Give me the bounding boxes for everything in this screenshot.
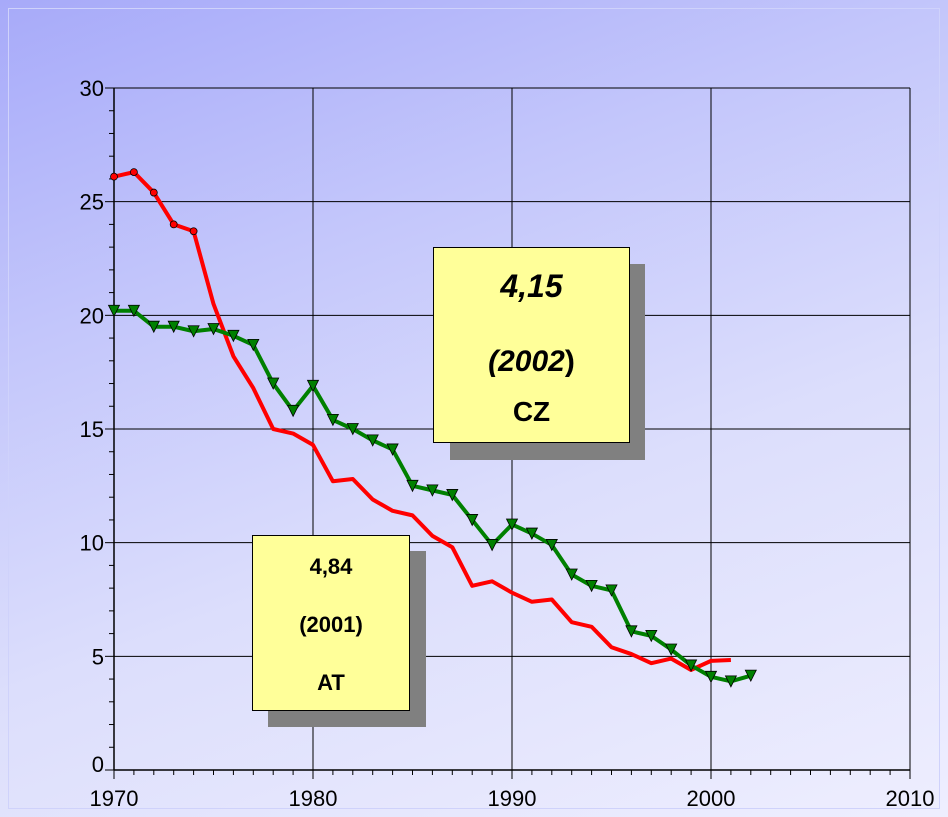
series-1-point-1990 bbox=[505, 518, 519, 531]
series-1-point-1991 bbox=[525, 527, 539, 540]
y-tick-label-25: 25 bbox=[80, 190, 104, 215]
series-1-point-1976 bbox=[227, 329, 240, 343]
series-1-point-1997 bbox=[645, 629, 658, 643]
y-tick-label-0: 0 bbox=[92, 752, 104, 777]
series-1-point-1970 bbox=[107, 304, 121, 318]
series-0-point-1973 bbox=[169, 220, 178, 229]
series-1-point-1977 bbox=[247, 338, 260, 352]
callout-cz-value: 4,15 bbox=[500, 268, 563, 304]
series-1-point-2002 bbox=[744, 669, 757, 683]
series-1-point-1989 bbox=[485, 539, 499, 552]
y-tick-label-5: 5 bbox=[92, 644, 104, 669]
series-1-point-1983 bbox=[366, 434, 379, 447]
series-0-point-1974 bbox=[189, 227, 198, 236]
series-1-point-1973 bbox=[167, 320, 180, 334]
data-series bbox=[107, 168, 757, 688]
grid-lines bbox=[114, 87, 911, 770]
y-tick-label-30: 30 bbox=[80, 76, 104, 101]
series-1-point-2001 bbox=[724, 675, 738, 688]
y-tick-label-15: 15 bbox=[80, 417, 104, 442]
callout-cz-country: CZ bbox=[512, 396, 551, 427]
callout-at-box: 4,84 (2001) AT bbox=[252, 535, 410, 711]
series-1-point-1971 bbox=[127, 304, 141, 318]
series-1-point-1988 bbox=[466, 514, 479, 527]
x-tick-label-1970: 1970 bbox=[90, 786, 139, 811]
series-1-point-1999 bbox=[684, 659, 698, 672]
x-tick-label-2000: 2000 bbox=[687, 786, 736, 811]
series-0-point-1970 bbox=[110, 172, 118, 181]
series-1-point-1986 bbox=[426, 484, 439, 497]
series-0-line bbox=[113, 170, 731, 672]
series-1-point-1984 bbox=[386, 443, 399, 456]
callout-at-year: (2001) bbox=[299, 612, 363, 637]
tick-labels: 0 5 10 15 20 25 30 1970 1980 1990 2000 2010 bbox=[80, 76, 935, 811]
series-1-point-1993 bbox=[565, 568, 578, 581]
x-tick-label-1980: 1980 bbox=[289, 786, 338, 811]
slide-frame bbox=[8, 8, 940, 809]
callout-cz-year-close: ) bbox=[564, 345, 575, 378]
callout-cz-year: (2002) bbox=[434, 345, 629, 379]
series-1-point-1978 bbox=[267, 377, 280, 390]
series-1-point-2000 bbox=[704, 670, 718, 684]
callout-cz-year-open: (2002 bbox=[488, 345, 565, 378]
series-1-point-1996 bbox=[625, 625, 638, 638]
series-1-point-1974 bbox=[187, 325, 200, 338]
y-tick-label-10: 10 bbox=[80, 531, 104, 556]
series-1-point-1994 bbox=[585, 579, 598, 593]
series-1-point-1982 bbox=[346, 423, 359, 436]
series-1-point-1992 bbox=[545, 539, 558, 552]
callout-at-value: 4,84 bbox=[309, 554, 353, 579]
series-1-point-1980 bbox=[306, 379, 320, 393]
x-tick-label-1990: 1990 bbox=[488, 786, 537, 811]
series-1-point-1981 bbox=[326, 414, 340, 427]
series-0-point-1971 bbox=[129, 168, 138, 177]
series-1-point-1987 bbox=[446, 489, 459, 502]
x-tick-label-2010: 2010 bbox=[886, 786, 935, 811]
callout-cz-box: 4,15 (2002) CZ bbox=[433, 247, 630, 443]
series-1-point-1998 bbox=[665, 643, 678, 656]
series-1-point-1972 bbox=[147, 320, 160, 334]
callout-at-country: AT bbox=[317, 670, 345, 695]
series-0-point-1972 bbox=[149, 188, 158, 197]
series-1-point-1975 bbox=[207, 323, 220, 336]
series-1-point-1985 bbox=[406, 479, 419, 493]
y-tick-label-20: 20 bbox=[80, 303, 104, 328]
tick-marks bbox=[105, 87, 911, 779]
series-1-point-1995 bbox=[605, 584, 618, 597]
series-1-point-1979 bbox=[286, 404, 300, 418]
